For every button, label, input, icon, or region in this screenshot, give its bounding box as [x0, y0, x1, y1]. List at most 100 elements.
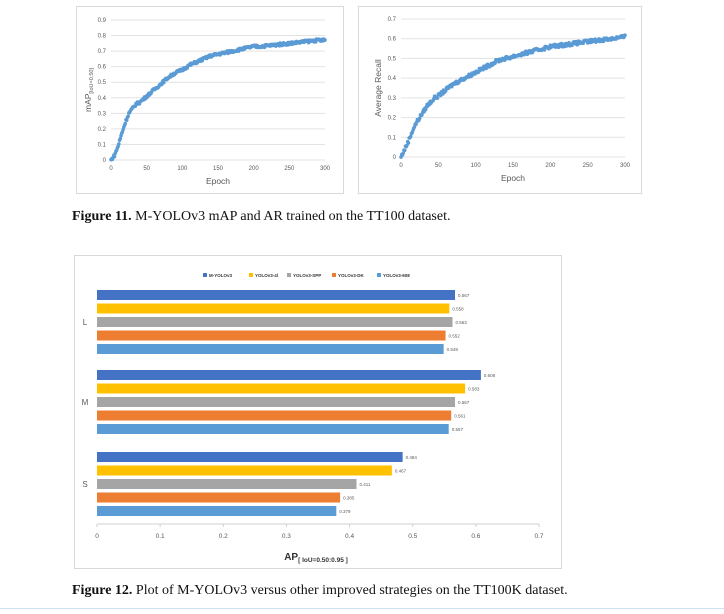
- data-point: [402, 148, 407, 153]
- data-point: [623, 33, 627, 37]
- bar-value-label: 0.557: [452, 427, 464, 432]
- x-tick-label: 50: [435, 163, 442, 169]
- y-tick-label: 0.4: [98, 96, 107, 102]
- x-tick-label: 150: [508, 163, 519, 169]
- data-point: [502, 58, 507, 62]
- x-tick-label: 0.6: [471, 533, 480, 540]
- ap-bar-chart: M-YOLOv3 YOLOv3-4l YOLOv3-SPP YOLOv3-DK YOLO…: [82, 273, 544, 564]
- x-tick-label: 0.7: [534, 533, 543, 540]
- data-point: [484, 66, 488, 71]
- x-tick-label: 0: [399, 163, 403, 169]
- y-tick-label: 0.4: [388, 76, 397, 82]
- y-tick-label: 0.5: [98, 80, 107, 86]
- bar-value-label: 0.484: [406, 455, 418, 460]
- y-tick-label: 0.1: [388, 135, 397, 141]
- data-point: [401, 151, 406, 155]
- legend-label: M-YOLOv3: [209, 273, 233, 278]
- data-point: [435, 96, 440, 100]
- y-tick-label: 0: [103, 158, 107, 164]
- category-label: S: [82, 480, 87, 489]
- bar-value-label: 0.385: [343, 496, 355, 501]
- bar: [97, 330, 446, 341]
- x-tick-label: 50: [143, 166, 150, 172]
- data-point: [118, 136, 123, 141]
- page-divider: [0, 608, 724, 609]
- figure-11-text: M-YOLOv3 mAP and AR trained on the TT100…: [131, 209, 451, 224]
- y-axis-label: Average Recall: [373, 59, 383, 117]
- y-tick-label: 0.8: [98, 34, 107, 40]
- bar-value-label: 0.558: [452, 307, 464, 312]
- bar-value-label: 0.563: [455, 320, 467, 325]
- data-point: [481, 67, 485, 72]
- data-point: [406, 141, 411, 145]
- y-tick-label: 0.5: [388, 56, 397, 62]
- bar: [97, 492, 341, 503]
- data-point: [542, 48, 547, 52]
- data-point: [444, 88, 448, 93]
- bar-value-label: 0.552: [449, 334, 461, 339]
- bar-value-label: 0.549: [447, 347, 459, 352]
- x-axis-label-subscript: [ IoU=0.50:0.95 ]: [298, 557, 348, 564]
- x-tick-label: 200: [545, 163, 556, 169]
- ap-bar-chart-panel: M-YOLOv3 YOLOv3-4l YOLOv3-SPP YOLOv3-DK YOLO…: [74, 255, 562, 569]
- bar-value-label: 0.567: [458, 293, 470, 298]
- y-tick-label: 0.3: [98, 111, 107, 117]
- bar-value-label: 0.411: [360, 482, 371, 487]
- x-tick-label: 0.1: [156, 533, 165, 540]
- bar: [97, 410, 452, 421]
- x-tick-label: 100: [471, 163, 482, 169]
- bar-value-label: 0.583: [468, 387, 480, 392]
- bar: [97, 452, 403, 462]
- legend-label: YOLOv3-4l: [255, 273, 278, 278]
- bar: [97, 303, 450, 314]
- bar-value-label: 0.561: [454, 414, 466, 419]
- data-point: [408, 134, 413, 139]
- x-tick-label: 0.4: [345, 533, 354, 540]
- x-tick-label: 300: [620, 163, 631, 169]
- legend-swatch: [377, 273, 381, 277]
- data-point: [112, 154, 117, 159]
- y-axis-label: mAP[IoU=0.50]: [83, 68, 95, 112]
- bar: [97, 383, 466, 394]
- x-axis-label: AP[ IoU=0.50:0.95 ]: [284, 552, 348, 564]
- bar: [97, 344, 444, 354]
- data-point: [417, 116, 422, 121]
- legend-label: YOLOv3-SPP: [293, 273, 321, 278]
- data-point: [412, 125, 417, 129]
- legend-swatch: [249, 273, 253, 277]
- bar: [97, 290, 456, 300]
- data-point: [117, 142, 121, 146]
- legend-label: YOLOv3-608: [383, 273, 410, 278]
- figure-11-caption: Figure 11. M-YOLOv3 mAP and AR trained o…: [72, 209, 450, 225]
- data-point: [123, 121, 128, 126]
- map-chart: 0 0.1 0.2 0.3 0.4 0.5 0.6 0.7 0.8 0.9 0 50 100 150 200…: [83, 18, 331, 186]
- legend-swatch: [203, 273, 207, 277]
- category-label: L: [83, 318, 88, 327]
- x-tick-label: 250: [284, 166, 295, 172]
- y-tick-label: 0.6: [98, 65, 107, 71]
- bar-value-label: 0.379: [339, 509, 351, 514]
- bar: [97, 317, 453, 327]
- bar-value-label: 0.567: [458, 400, 470, 405]
- x-tick-label: 250: [583, 163, 594, 169]
- x-tick-label: 0.3: [282, 533, 291, 540]
- x-tick-label: 150: [213, 166, 224, 172]
- bar-value-label: 0.467: [395, 469, 407, 474]
- category-label: M: [82, 398, 89, 407]
- y-tick-label: 0.7: [388, 17, 397, 23]
- figure-12-number: Figure 12.: [72, 583, 133, 598]
- bar-value-label: 0.608: [484, 373, 496, 378]
- legend-swatch: [332, 273, 336, 277]
- bar: [97, 465, 392, 476]
- map-chart-panel: 0 0.1 0.2 0.3 0.4 0.5 0.6 0.7 0.8 0.9 0 50 100 150 200…: [76, 6, 344, 194]
- bar: [97, 397, 456, 407]
- x-axis-label: Epoch: [501, 173, 525, 183]
- figure-11-number: Figure 11.: [72, 209, 132, 224]
- bar: [97, 424, 449, 434]
- legend-label: YOLOv3-DK: [338, 273, 365, 278]
- x-tick-label: 0: [95, 533, 99, 540]
- y-axis-label-subscript: [IoU=0.50]: [89, 68, 95, 94]
- figure-12-text: Plot of M-YOLOv3 versus other improved s…: [132, 583, 568, 598]
- x-tick-label: 300: [320, 166, 331, 172]
- bar: [97, 370, 481, 380]
